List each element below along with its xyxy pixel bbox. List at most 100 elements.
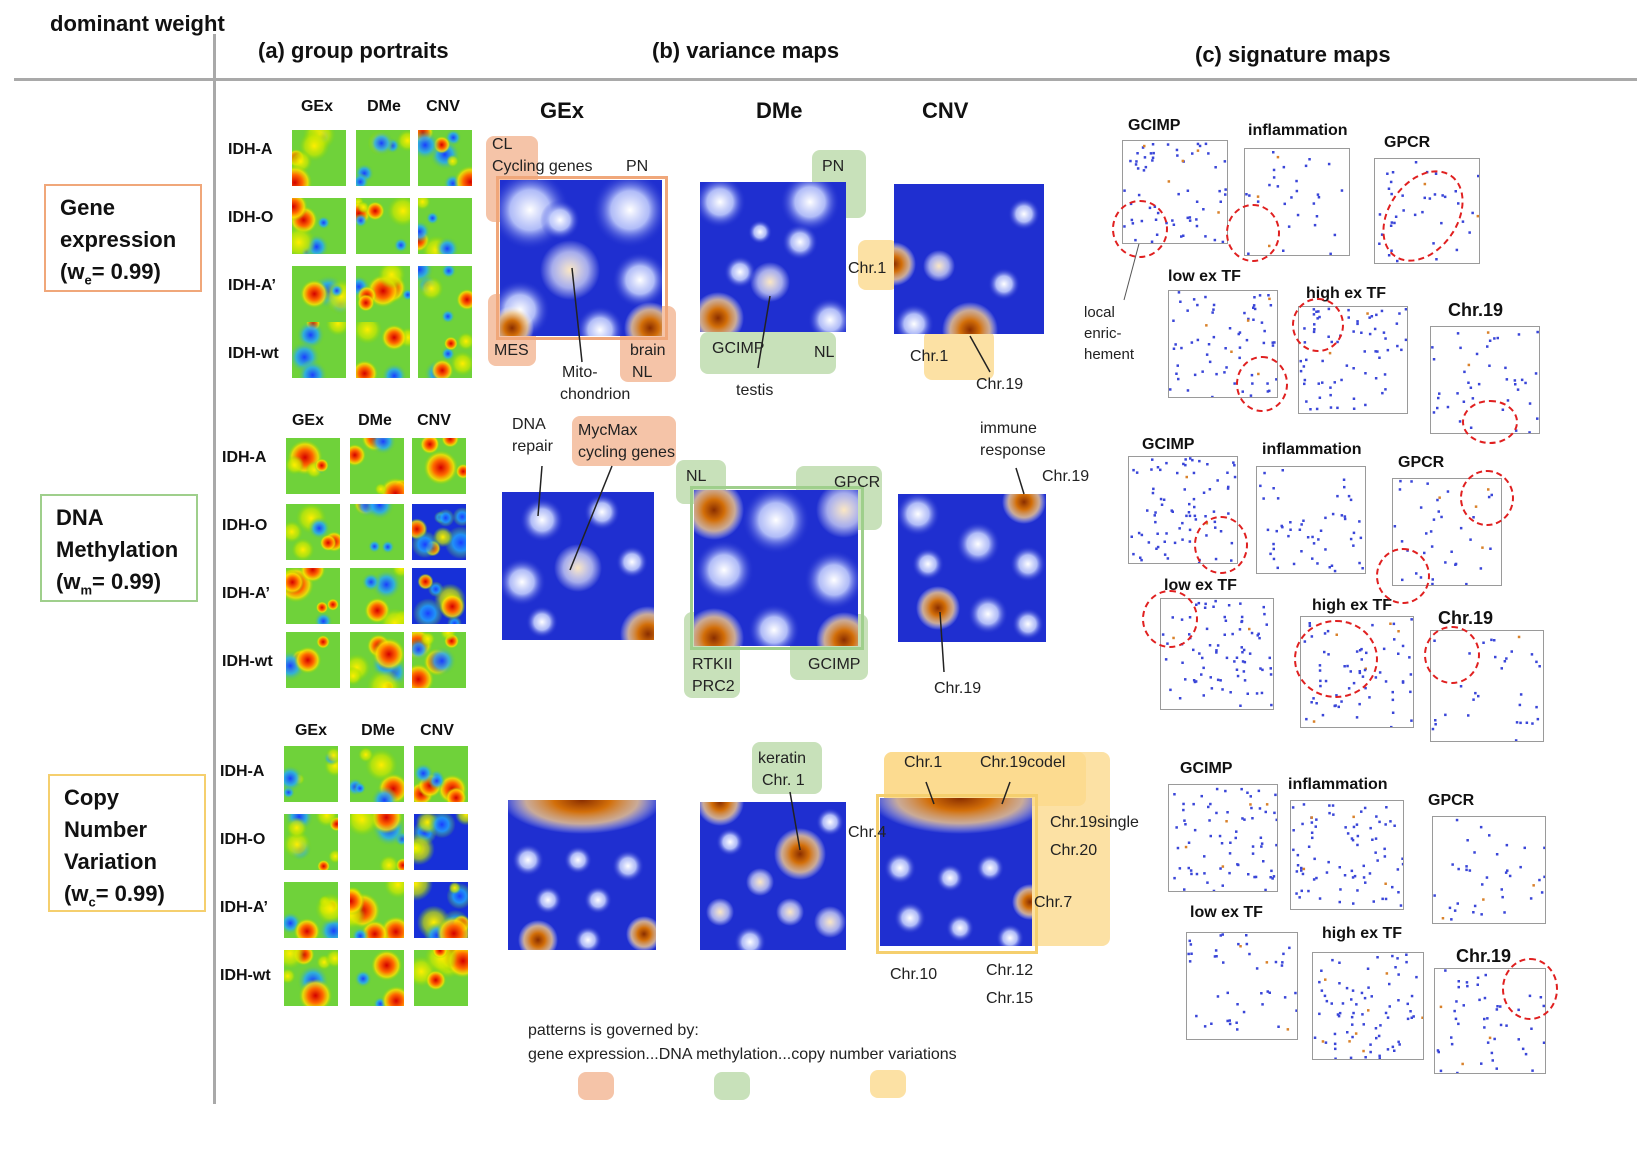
ann-keratin1: keratin (758, 750, 807, 767)
sig-label-gcimp: GCIMP (1128, 117, 1181, 134)
ann-rtkii: RTKII (692, 656, 733, 673)
portrait-row-idh-a-prime: IDH-A’ (228, 277, 276, 294)
portrait-tile (414, 882, 468, 938)
ann-chr19codel: Chr.19codel (980, 754, 1066, 771)
portrait-col-dme: DMe (367, 98, 401, 115)
portrait-row-idh-a: IDH-A (222, 449, 267, 466)
ann-chr4: Chr.4 (848, 824, 887, 841)
ann-gcimp1: GCIMP (712, 340, 765, 357)
sig-scatter (1187, 933, 1297, 1031)
portrait-row-idh-a: IDH-A (220, 763, 265, 780)
portrait-col-gex: GEx (291, 412, 324, 429)
portrait-tile (356, 198, 410, 254)
ann-chr7: Chr.7 (1034, 894, 1073, 911)
variance-map-dna-dme (694, 490, 858, 646)
highlight-circle (1236, 356, 1288, 412)
portrait-col-cnv: CNV (426, 98, 460, 115)
ann-chr1c: Chr.1 (904, 754, 943, 771)
copy-number-weight-box: Copy Number Variation (wc= 0.99) (48, 774, 206, 912)
ann-dna-repair2: repair (512, 438, 553, 455)
sig-label-chr19: Chr.19 (1456, 946, 1512, 966)
legend-swatch-gene-expression (578, 1072, 614, 1100)
tag-gcimp-nl (700, 332, 836, 374)
highlight-circle (1142, 590, 1198, 648)
ann-mycmax2: cycling genes (578, 444, 675, 461)
portrait-tile (412, 504, 466, 560)
portrait-col-cnv: CNV (417, 412, 451, 429)
ann-mes: MES (494, 342, 529, 359)
tag-mycmax (572, 416, 676, 466)
sig-scatter (1433, 818, 1545, 921)
tag-chr1-cnv (924, 330, 994, 380)
portrait-tile (350, 882, 404, 938)
portrait-tile (284, 814, 338, 870)
ann-immune2: response (980, 442, 1046, 459)
variance-map-gene-gex (500, 180, 662, 336)
variance-map-cnv-cnv (880, 798, 1032, 946)
ann-chr19b: Chr.19 (1042, 468, 1090, 485)
ann-nl1: NL (632, 364, 653, 381)
portrait-tile (418, 130, 472, 186)
sig-local-label: local enric- hement (1084, 304, 1135, 363)
ann-chr1a: Chr.1 (848, 260, 887, 277)
portrait-tile (350, 504, 404, 560)
portrait-tile (414, 814, 468, 870)
variance-map-cnv-cnv-frame (876, 794, 1038, 954)
sig-map-gcimp (1168, 784, 1278, 892)
ann-prc2: PRC2 (692, 678, 735, 695)
tag-chr1-dme (858, 240, 898, 290)
portrait-tile (356, 266, 410, 322)
portrait-tile (412, 632, 466, 688)
dominant-weight-header: dominant weight (50, 11, 225, 36)
legend-line2: gene expression...DNA methylation...copy… (528, 1046, 957, 1063)
sig-scatter (1130, 457, 1237, 563)
portrait-row-idh-o: IDH-O (228, 209, 274, 226)
sig-map-inflammation (1256, 466, 1366, 574)
portrait-tile (284, 950, 338, 1006)
sig-scatter (1291, 803, 1403, 907)
ann-chr20: Chr.20 (1050, 842, 1098, 859)
legend-swatch-dna-methylation (714, 1072, 750, 1100)
variance-map-cnv-dme (700, 802, 846, 950)
variance-col-dme: DMe (756, 98, 803, 123)
ann-chr19single: Chr.19single (1050, 814, 1139, 831)
ann-mito1: Mito- (562, 364, 598, 381)
sig-label-low-ex-tf: low ex TF (1164, 577, 1237, 594)
ann-gcimp2: GCIMP (808, 656, 861, 673)
highlight-circle (1194, 516, 1248, 574)
signature-maps-header: (c) signature maps (1195, 42, 1391, 67)
highlight-circle (1294, 620, 1378, 698)
highlight-circle (1462, 400, 1518, 444)
ann-keratin2: Chr. 1 (762, 772, 805, 789)
sig-label-high-ex-tf: high ex TF (1306, 285, 1386, 302)
portrait-col-dme: DMe (358, 412, 392, 429)
highlight-circle (1502, 958, 1558, 1020)
portrait-tile (414, 746, 468, 802)
ann-pn2: PN (822, 158, 845, 175)
portrait-tile (292, 130, 346, 186)
sig-label-gcimp: GCIMP (1180, 760, 1233, 777)
portrait-row-idh-a: IDH-A (228, 141, 273, 158)
sig-map-gpcr (1374, 158, 1480, 264)
header-divider (14, 78, 1637, 81)
portrait-col-dme: DMe (361, 722, 395, 739)
sig-label-inflammation: inflammation (1288, 776, 1388, 793)
sig-map-inflammation (1290, 800, 1404, 910)
portrait-tile (350, 746, 404, 802)
sig-map-low-ex-tf (1186, 932, 1298, 1040)
portrait-tile (418, 198, 472, 254)
portrait-tile (414, 950, 468, 1006)
portrait-tile (286, 632, 340, 688)
variance-map-gene-dme (700, 182, 846, 332)
sig-map-gpcr (1432, 816, 1546, 924)
variance-maps-header: (b) variance maps (652, 38, 840, 63)
legend-swatch-copy-number (870, 1070, 906, 1098)
sig-label-gpcr: GPCR (1384, 134, 1431, 151)
ann-testis: testis (736, 382, 774, 399)
portrait-tile (284, 746, 338, 802)
sig-label-high-ex-tf: high ex TF (1312, 597, 1392, 614)
variance-col-gex: GEx (540, 98, 585, 123)
portrait-row-idh-a-prime: IDH-A’ (222, 585, 270, 602)
portrait-tile (350, 950, 404, 1006)
